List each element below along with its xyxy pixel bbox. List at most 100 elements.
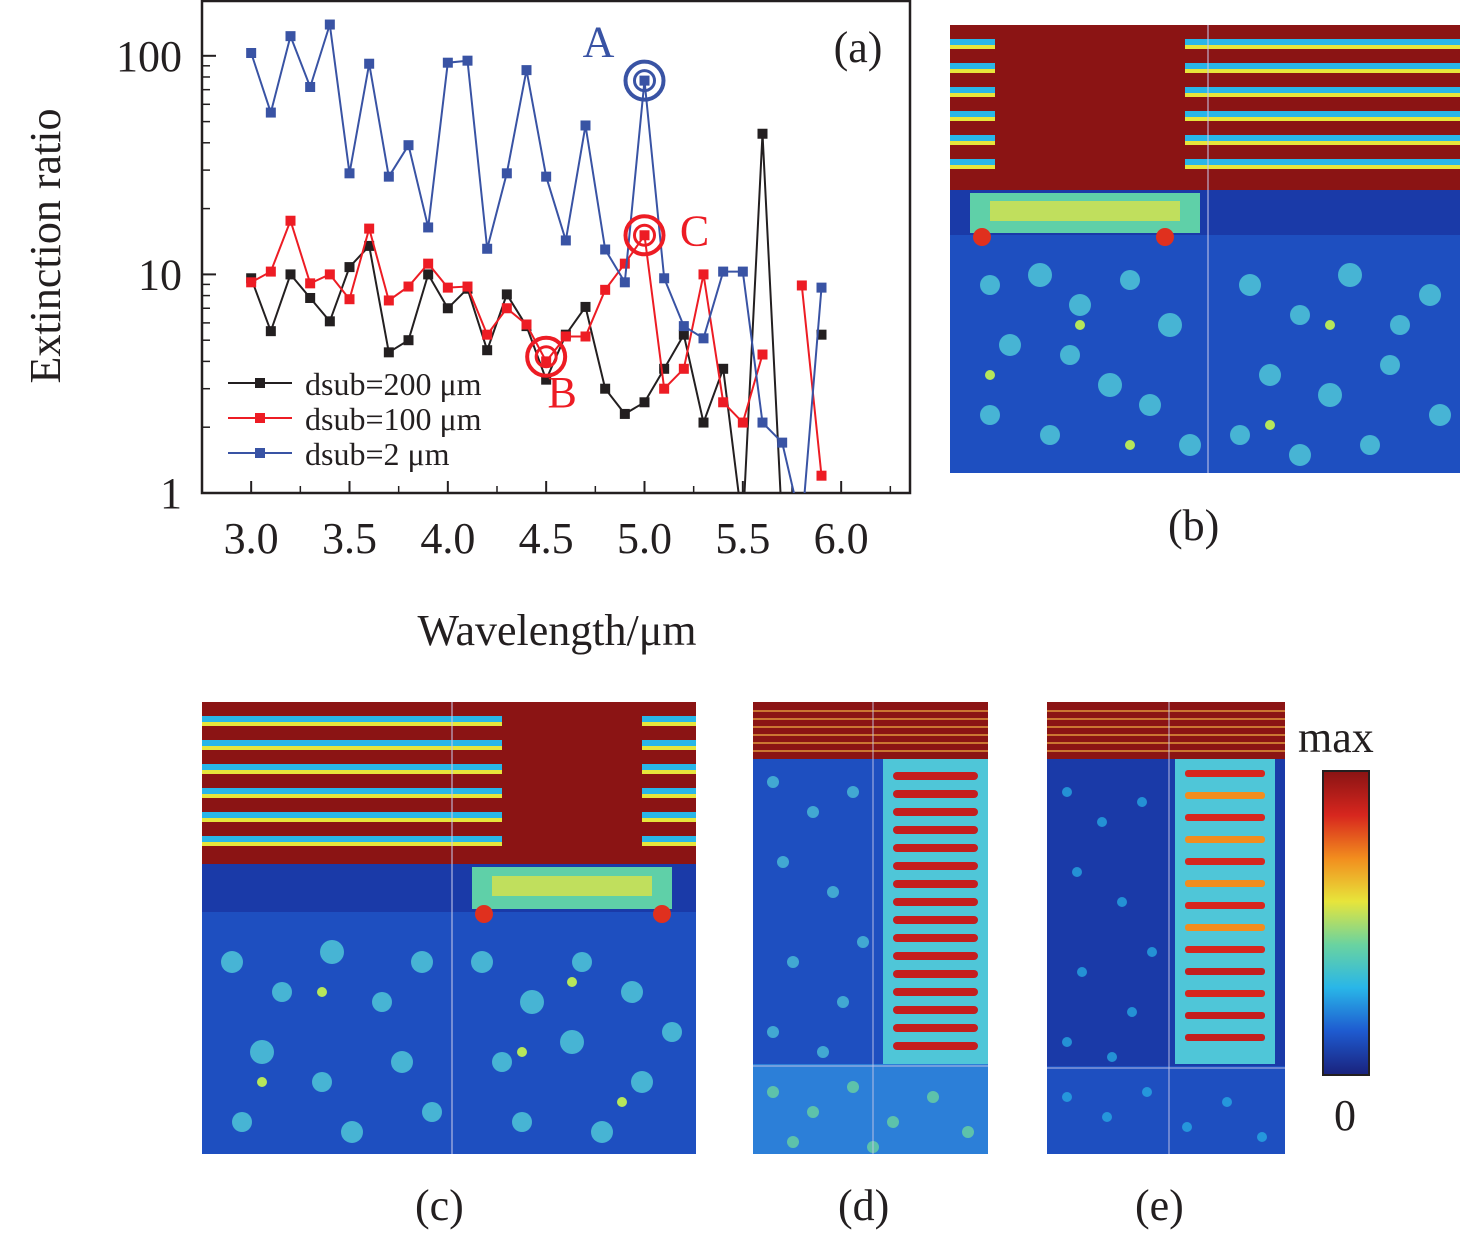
data-point: [285, 31, 296, 42]
data-point: [678, 321, 689, 332]
data-point: [678, 363, 689, 374]
annotation-layer: A C B: [525, 18, 709, 417]
x-tick-label: 5.0: [617, 514, 672, 563]
data-point: [442, 303, 453, 314]
x-tick-label: 6.0: [814, 514, 869, 563]
data-point: [344, 294, 355, 305]
annotation-inner-circle: [633, 69, 656, 93]
data-point: [482, 329, 493, 340]
data-point: [423, 269, 434, 280]
field-map-d-image: [753, 702, 988, 1154]
field-map-e-image: [1047, 702, 1285, 1154]
x-axis-label: Wavelength/μm: [417, 606, 696, 655]
data-point: [737, 417, 748, 428]
data-point: [403, 281, 414, 292]
data-point: [757, 128, 768, 139]
data-point: [285, 269, 296, 280]
data-point: [423, 222, 434, 233]
legend-label: dsub=200 μm: [305, 366, 482, 402]
legend-marker: [255, 378, 265, 388]
panel-label-b: (b): [1168, 501, 1220, 550]
resonance-d: [893, 772, 978, 1050]
hotspots-c: [257, 977, 627, 1107]
annotation-label: C: [680, 206, 709, 255]
data-point: [324, 19, 335, 30]
stripes-d: [753, 710, 988, 752]
annotation-label: A: [583, 18, 615, 67]
data-point: [678, 329, 689, 340]
data-point: [580, 301, 591, 312]
data-point: [442, 57, 453, 68]
data-point: [403, 140, 414, 151]
data-point: [305, 81, 316, 92]
speckles-e: [1062, 787, 1157, 1062]
x-tick-label: 4.5: [519, 514, 574, 563]
data-point: [619, 258, 630, 269]
annotation-circle: [623, 214, 666, 257]
data-point: [403, 335, 414, 346]
stripes-e: [1047, 710, 1285, 752]
field-map-d: [753, 702, 988, 1154]
data-point: [442, 282, 453, 293]
stripes-b: [950, 39, 1460, 169]
data-point: [364, 223, 375, 234]
x-tick-label: 4.0: [420, 514, 475, 563]
data-point: [521, 65, 532, 76]
annotation-circle: [525, 335, 568, 378]
data-point: [757, 417, 768, 428]
plot-frame: [200, 0, 912, 495]
speckles-c: [221, 940, 682, 1143]
data-point: [324, 269, 335, 280]
field-map-b-image: [950, 25, 1460, 473]
data-point: [265, 107, 276, 118]
data-point: [541, 356, 552, 367]
resonance-e: [1185, 770, 1265, 1041]
stripes-c: [202, 716, 696, 846]
data-point: [501, 289, 512, 300]
field-map-c-image: [202, 702, 696, 1154]
data-point: [541, 374, 552, 385]
series-2: [246, 19, 827, 493]
data-point: [698, 417, 709, 428]
data-point: [560, 235, 571, 246]
y-tick-label: 1: [160, 469, 182, 518]
annotation-inner-circle: [633, 223, 656, 247]
y-tick-label: 100: [116, 32, 182, 81]
panel-label-a: (a): [834, 23, 883, 72]
data-point: [364, 58, 375, 69]
colorbar-max-label: max: [1298, 713, 1374, 762]
field-map-b: [950, 25, 1460, 473]
data-point: [619, 408, 630, 419]
data-point: [462, 281, 473, 292]
data-point: [462, 55, 473, 66]
legend-label: dsub=100 μm: [305, 401, 482, 437]
data-point: [777, 437, 788, 448]
x-tick-label: 3.5: [322, 514, 377, 563]
data-point: [305, 292, 316, 303]
data-point: [501, 168, 512, 179]
legend-marker: [255, 413, 265, 423]
data-point: [560, 331, 571, 342]
legend-marker: [255, 448, 265, 458]
x-tick-label: 3.0: [224, 514, 279, 563]
data-point: [285, 215, 296, 226]
bottom-speckles-d: [767, 1081, 974, 1153]
data-point: [718, 266, 729, 277]
legend-label: dsub=2 μm: [305, 436, 450, 472]
data-point: [659, 363, 670, 374]
data-point: [816, 470, 827, 481]
speckles-b: [980, 263, 1451, 466]
x-tick-label: 5.5: [715, 514, 770, 563]
data-point: [344, 262, 355, 273]
data-point: [600, 284, 611, 295]
annotation-inner-circle: [534, 345, 558, 369]
field-map-e: [1047, 702, 1285, 1154]
series-layer: [246, 19, 827, 493]
data-point: [718, 397, 729, 408]
data-point: [639, 397, 650, 408]
data-point: [482, 345, 493, 356]
data-point: [580, 120, 591, 131]
annotation-label: B: [547, 368, 576, 417]
extinction-ratio-chart: 3.0 3.5 4.0 4.5 5.0 5.5 6.0 1 10 100 A C B dsub=200…: [21, 0, 912, 655]
